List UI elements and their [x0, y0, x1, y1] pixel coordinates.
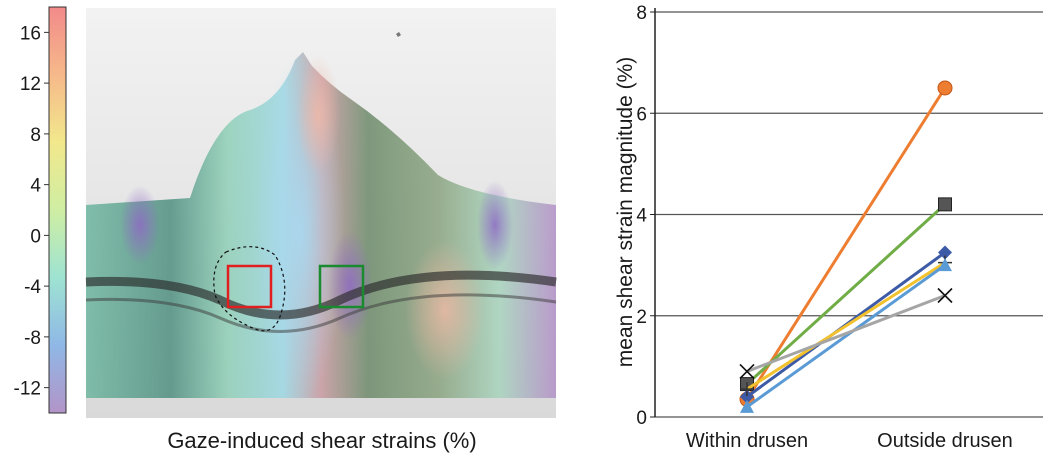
chart: 0 2 4 6 8 Within drusen Outside drusen mean s…: [614, 3, 1043, 452]
colorbar-tick-label: -4: [24, 277, 41, 298]
purple-region-right: [477, 180, 513, 270]
oct-image: [85, 8, 557, 418]
roi-outside-drusen: [318, 264, 365, 309]
series-line: [745, 203, 947, 386]
colorbar-tick-label: 16: [20, 23, 41, 44]
y-tick-label: 4: [636, 206, 647, 227]
marker-circle: [937, 80, 953, 96]
marker-x: [739, 363, 755, 380]
series-3: [740, 255, 952, 397]
y-tick-label: 2: [636, 307, 647, 328]
series-line: [745, 87, 947, 401]
marker-square: [938, 197, 952, 212]
gridlines: [655, 11, 1043, 418]
marker-triangle: [938, 258, 952, 272]
y-tick-label: 0: [636, 408, 647, 429]
marker-triangle: [740, 399, 754, 413]
marker-diamond: [938, 245, 952, 260]
drusen-outline: [213, 246, 286, 332]
roi-within-drusen: [226, 264, 273, 309]
colorbar-tick-label: 0: [30, 226, 41, 247]
colorbar-fill: [48, 6, 67, 414]
colorbar-tick-label: 4: [30, 176, 41, 197]
colorbar-ticks: 16 12 8 4 0 -4 -8 -12: [14, 23, 49, 400]
rpe-band: [85, 270, 557, 320]
purple-region-left: [120, 185, 160, 265]
y-ticks: 0 2 4 6 8: [636, 3, 655, 429]
series-group: [739, 80, 953, 413]
colorbar-tick-label: -8: [24, 328, 41, 349]
y-axis-title: mean shear strain magnitude (%): [614, 57, 637, 367]
y-tick-label: 8: [636, 3, 647, 24]
marker-plus: [740, 382, 754, 397]
pink-region-right: [405, 240, 485, 380]
series-4: [740, 258, 952, 413]
y-tick-label: 6: [636, 104, 647, 125]
series-0: [739, 80, 953, 407]
x-tick-label: Within drusen: [686, 430, 808, 452]
colorbar-tick-label: 8: [30, 125, 41, 146]
x-ticks: Within drusen Outside drusen: [686, 430, 1013, 452]
series-line: [746, 294, 946, 373]
marker-x: [937, 287, 953, 304]
colorbar-tick-label: 12: [20, 74, 41, 95]
x-tick-label: Outside drusen: [877, 430, 1013, 452]
left-caption: Gaze-induced shear strains (%): [167, 428, 476, 453]
speck: [396, 32, 401, 37]
marker-diamond: [740, 389, 754, 404]
series-line: [746, 261, 946, 391]
choroid-band: [85, 293, 557, 333]
central-pink-band: [296, 55, 340, 175]
series-line: [746, 263, 946, 409]
colorbar-tick-label: -12: [14, 379, 41, 400]
colorbar: 16 12 8 4 0 -4 -8 -12: [14, 6, 67, 414]
purple-region-center: [328, 230, 372, 340]
series-5: [739, 287, 953, 380]
